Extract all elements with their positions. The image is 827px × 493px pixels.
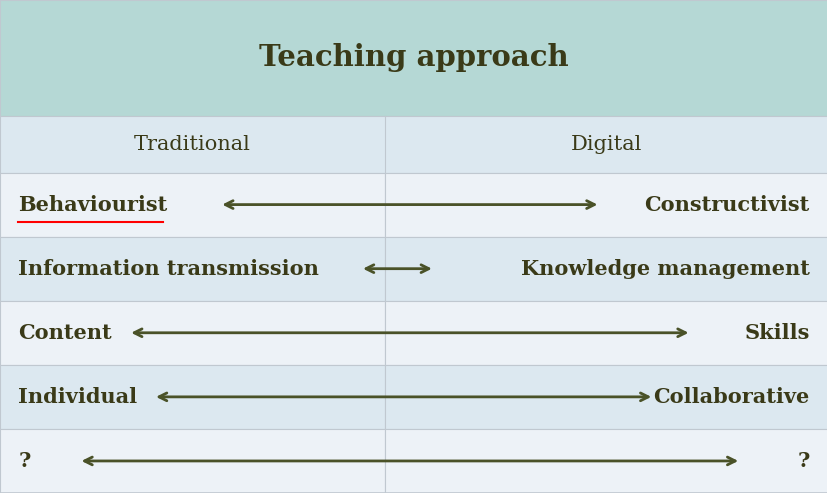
Text: Content: Content [18,323,112,343]
Text: Constructivist: Constructivist [643,195,809,214]
Bar [0,237,385,301]
Bar [385,173,827,237]
Bar [0,0,827,116]
Bar [0,173,385,237]
Text: ?: ? [796,451,809,471]
Bar [0,429,385,493]
Text: Behaviourist: Behaviourist [18,195,167,214]
Bar [0,301,385,365]
Text: Knowledge management: Knowledge management [520,259,809,279]
Text: Individual: Individual [18,387,137,407]
Bar [0,116,827,173]
Bar [385,237,827,301]
Text: ?: ? [18,451,31,471]
Bar [0,365,385,429]
Bar [385,365,827,429]
Bar [385,301,827,365]
Text: Teaching approach: Teaching approach [259,43,568,72]
Text: Skills: Skills [743,323,809,343]
Text: Traditional: Traditional [134,135,251,154]
Text: Digital: Digital [570,135,642,154]
Text: Information transmission: Information transmission [18,259,318,279]
Text: Collaborative: Collaborative [653,387,809,407]
Bar [385,429,827,493]
